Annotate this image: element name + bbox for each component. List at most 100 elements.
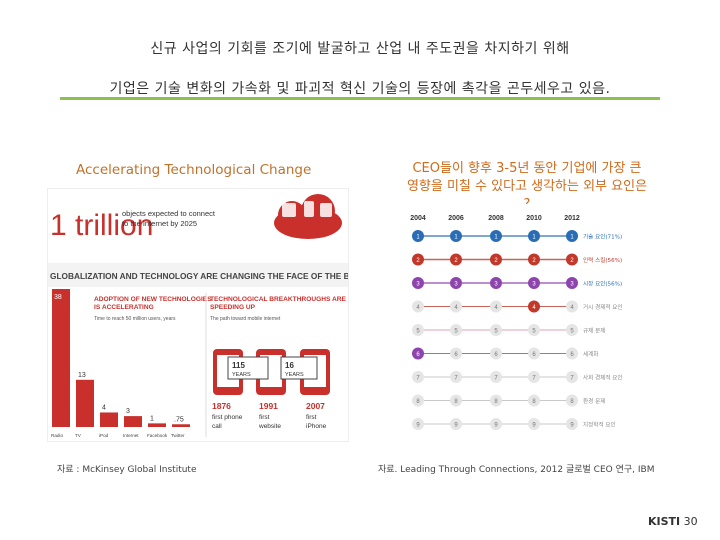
series-9-point-1 — [412, 418, 424, 430]
series-1-rank-4: 1 — [532, 235, 536, 241]
series-8-point-3 — [490, 394, 502, 407]
adopt-bar-value-5: 1 — [150, 415, 154, 422]
series-7-point-3 — [490, 371, 502, 383]
series-3-rank-1: 3 — [416, 282, 420, 288]
year-label-2010: 2010 — [526, 215, 542, 222]
series-2-rank-3: 2 — [494, 258, 498, 264]
adopt-bar-label-1: Radio — [51, 433, 63, 438]
adopt-bar-value-2: 13 — [78, 372, 86, 379]
series-4-point-3 — [490, 300, 502, 313]
milestone-3-line2: iPhone — [306, 423, 327, 430]
series-7-rank-1: 7 — [416, 376, 420, 382]
series-8-rank-1: 8 — [416, 399, 420, 405]
series-8-point-2 — [450, 394, 462, 407]
milestone-1-line2: call — [212, 423, 222, 430]
series-8-rank-5: 8 — [570, 399, 574, 405]
series-8-rank-4: 8 — [532, 399, 536, 405]
adopt-bar-label-5: Facebook — [147, 433, 168, 438]
series-7-rank-4: 7 — [532, 376, 536, 382]
series-5-point-4 — [528, 324, 540, 336]
series-3-point-5 — [566, 277, 578, 289]
milestone-2-year: 1991 — [259, 401, 278, 411]
series-7-point-4 — [528, 371, 540, 383]
series-2-rank-4: 2 — [532, 258, 536, 264]
year-label-2006: 2006 — [448, 215, 464, 222]
series-6-rank-2: 6 — [454, 352, 458, 358]
series-2-point-1 — [412, 253, 424, 266]
series-5-rank-4: 5 — [532, 329, 536, 335]
series-3-rank-2: 3 — [454, 282, 458, 288]
adopt-bar-6 — [172, 424, 190, 427]
left-source: 자료 : McKinsey Global Institute — [57, 465, 197, 475]
series-3-rank-5: 3 — [570, 282, 574, 288]
series-3-rank-4: 3 — [532, 282, 536, 288]
milestone-2-line1: first — [259, 414, 270, 421]
right-source: 자료. Leading Through Connections, 2012 글로… — [378, 465, 655, 475]
series-3-point-3 — [490, 277, 502, 289]
bump-chart-svg: 2004 2006 2008 2010 2012 1 1 1 1 1 2 2 2 2 2 3 3 3 3 3 4 4 4 4 4… — [410, 215, 623, 430]
series-3-rank-3: 3 — [494, 282, 498, 288]
series-5-point-2 — [450, 324, 462, 336]
adopt-bar-1 — [52, 289, 70, 427]
series-7-rank-2: 7 — [454, 376, 458, 382]
end-label-3: 시장 요인(56%) — [583, 281, 622, 288]
series-8-rank-3: 8 — [494, 399, 498, 405]
series-9-point-2 — [450, 418, 462, 430]
milestone-3-line1: first — [306, 414, 317, 421]
series-3-point-2 — [450, 277, 462, 289]
series-7-rank-5: 7 — [570, 376, 574, 382]
gear-icon: ⚙ — [312, 189, 323, 190]
end-label-6: 세계화 — [583, 350, 598, 358]
adopt-bar-value-4: 3 — [126, 408, 130, 415]
break-title-1: TECHNOLOGICAL BREAKTHROUGHS ARE — [210, 296, 347, 303]
gap2-number: 16 — [285, 361, 294, 370]
mckinsey-infographic: 1 trillion objects expected to connect t… — [47, 188, 349, 442]
series-1-point-5 — [566, 230, 578, 242]
adopt-title-1: ADOPTION OF NEW TECHNOLOGIES — [94, 296, 212, 303]
series-6-point-1 — [412, 347, 424, 360]
series-9-rank-1: 9 — [416, 423, 420, 429]
trillion-big: 1 trillion — [50, 209, 153, 242]
series-9-rank-5: 9 — [570, 423, 574, 429]
end-label-4: 거시 경제적 요인 — [583, 303, 623, 311]
series-6-rank-5: 6 — [570, 352, 574, 358]
right-caption: CEO들이 향후 3-5년 동안 기업에 가장 큰 영향을 미칠 수 있다고 생… — [372, 160, 682, 204]
end-label-1: 기술 요인(71%) — [583, 233, 622, 241]
series-7-point-5 — [566, 371, 578, 383]
end-label-5: 규제 문제 — [583, 327, 605, 335]
infographic-svg: 1 trillion objects expected to connect t… — [48, 189, 348, 438]
end-label-9: 지정학적 요인 — [583, 421, 616, 429]
header-line-2: 기업은 기술 변화의 가속화 및 파괴적 혁신 기술의 등장에 촉각을 곤두세우… — [109, 81, 611, 97]
trillion-text-1: objects expected to connect — [122, 209, 216, 218]
right-caption-line-1: CEO들이 향후 3-5년 동안 기업에 가장 큰 — [412, 161, 642, 176]
milestone-2-line2: website — [258, 423, 281, 430]
series-2-rank-5: 2 — [570, 258, 574, 264]
adopt-title-2: IS ACCELERATING — [94, 304, 154, 311]
series-5-rank-5: 5 — [570, 329, 574, 335]
adopt-bar-3 — [100, 412, 118, 427]
adopt-bar-value-1: 38 — [54, 294, 62, 301]
series-8-point-5 — [566, 394, 578, 407]
series-6-point-4 — [528, 347, 540, 360]
series-1-rank-5: 1 — [570, 235, 574, 241]
series-2-point-5 — [566, 253, 578, 266]
series-4-rank-2: 4 — [454, 305, 458, 311]
trillion-text-2: to the Internet by 2025 — [122, 219, 197, 228]
adopt-bar-label-3: iPod — [99, 433, 109, 438]
milestone-3-year: 2007 — [306, 401, 325, 411]
series-5-point-5 — [566, 324, 578, 336]
footer-brand: KISTI — [648, 515, 681, 528]
series-1-point-2 — [450, 230, 462, 242]
adopt-bar-label-2: TV — [75, 433, 82, 438]
series-1-point-3 — [490, 230, 502, 242]
series-6-rank-3: 6 — [494, 352, 498, 358]
adoption-bar-chart: 38 Radio 13 TV 4 iPod 3 Internet 1 Facebook .75 Twi… — [51, 289, 190, 438]
series-2-point-3 — [490, 253, 502, 266]
series-4-point-4 — [528, 300, 540, 313]
end-label-2: 인력 스킬(56%) — [583, 256, 622, 264]
infographic-banner: GLOBALIZATION AND TECHNOLOGY ARE CHANGIN… — [50, 271, 348, 281]
break-title-2: SPEEDING UP — [210, 304, 256, 311]
series-9-point-4 — [528, 418, 540, 430]
year-label-2008: 2008 — [488, 215, 504, 222]
series-6-rank-1: 6 — [416, 352, 420, 358]
